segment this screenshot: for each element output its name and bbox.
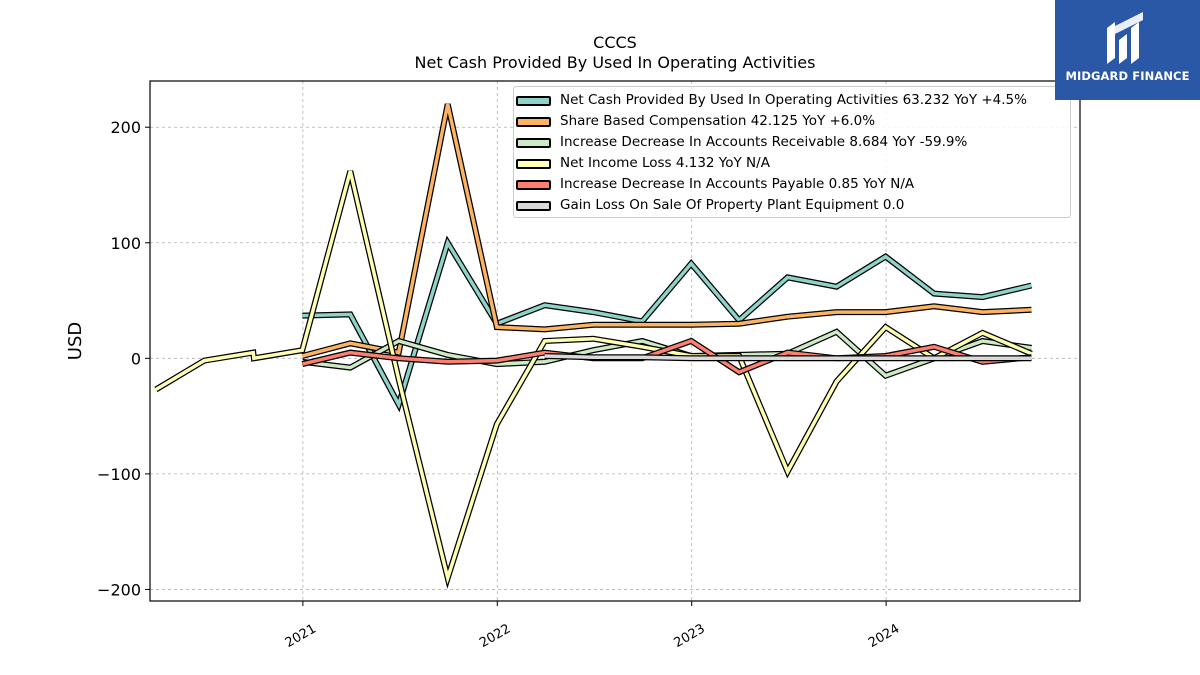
y-tick-label: 100 [110, 234, 141, 253]
legend-label: Increase Decrease In Accounts Receivable… [560, 134, 968, 150]
legend-swatch [516, 95, 551, 106]
midgard-finance-logo: MIDGARD FINANCE [1055, 0, 1200, 100]
series-layer [154, 103, 1033, 589]
legend-swatch [516, 137, 551, 148]
y-tick-label: −200 [97, 580, 141, 599]
y-axis-label: USD [65, 322, 86, 360]
chart-title: CCCS [593, 33, 637, 52]
logo-mark-icon [1107, 12, 1143, 64]
x-tick-label: 2023 [672, 621, 708, 651]
legend-label: Gain Loss On Sale Of Property Plant Equi… [560, 197, 905, 213]
y-tick-label: −100 [97, 465, 141, 484]
legend-label: Share Based Compensation 42.125 YoY +6.0… [560, 113, 876, 129]
series-1 [301, 103, 1032, 359]
series-line [544, 354, 1032, 361]
series-3 [154, 170, 1033, 589]
series-line [301, 103, 1032, 358]
legend-label: Net Cash Provided By Used In Operating A… [560, 92, 1027, 108]
logo-text: MIDGARD FINANCE [1065, 69, 1190, 83]
series-line [155, 170, 1033, 585]
x-tick-label: 2021 [283, 621, 319, 651]
legend-label: Increase Decrease In Accounts Payable 0.… [560, 176, 915, 192]
series-line-outline [154, 170, 1033, 589]
legend: Net Cash Provided By Used In Operating A… [513, 86, 1071, 218]
series-4 [301, 337, 1032, 376]
x-tick-label: 2022 [477, 621, 513, 651]
legend-label: Net Income Loss 4.132 YoY N/A [560, 155, 770, 171]
x-tick-label: 2024 [866, 621, 902, 651]
legend-swatch [516, 158, 551, 169]
y-tick-label: 0 [131, 349, 141, 368]
chart-subtitle: Net Cash Provided By Used In Operating A… [415, 53, 816, 72]
series-line [301, 339, 1032, 375]
plot-frame [149, 80, 1081, 602]
series-line [302, 238, 1032, 410]
legend-swatch [516, 179, 551, 190]
legend-swatch [516, 200, 551, 211]
legend-swatch [516, 116, 551, 127]
series-0 [302, 235, 1033, 413]
series-5 [544, 353, 1032, 362]
y-tick-label: 200 [110, 118, 141, 137]
